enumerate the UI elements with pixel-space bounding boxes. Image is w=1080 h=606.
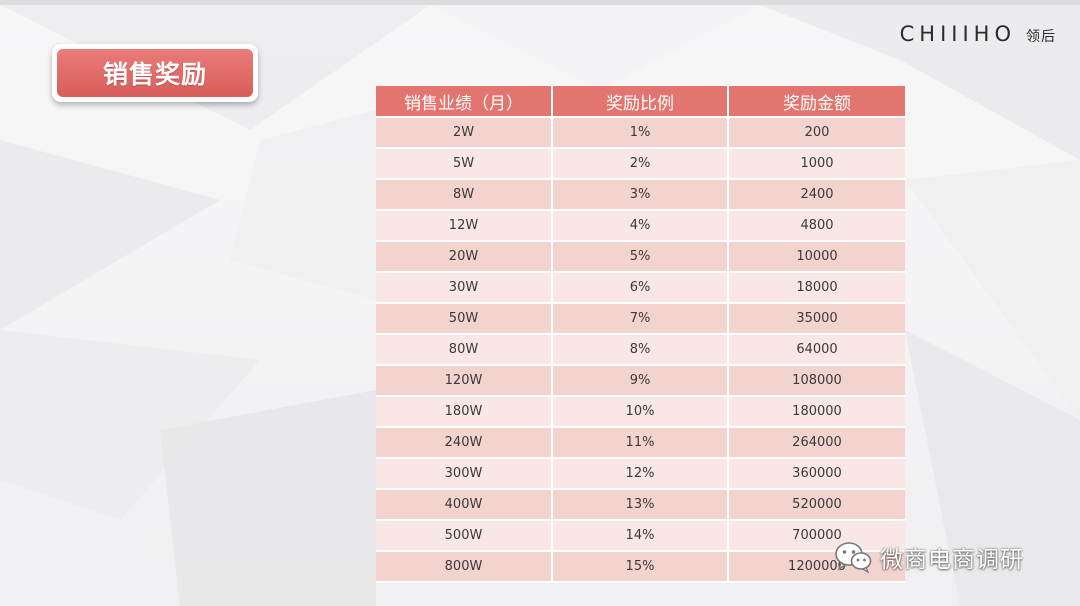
cell-reward-ratio: 4% (552, 210, 729, 242)
cell-reward-amount: 360000 (728, 458, 905, 490)
header-sales-performance: 销售业绩（月） (376, 86, 553, 118)
reward-table-container: 销售业绩（月） 奖励比例 奖励金额 2W 1% 200 5W 2% 1000 8W 3% 240… (376, 86, 905, 583)
cell-sales-performance: 500W (376, 520, 553, 552)
cell-sales-performance: 800W (376, 551, 553, 583)
cell-reward-amount: 264000 (728, 427, 905, 459)
cell-reward-amount: 35000 (728, 303, 905, 335)
cell-reward-ratio: 1% (552, 117, 729, 149)
cell-reward-amount: 2400 (728, 179, 905, 211)
cell-sales-performance: 120W (376, 365, 553, 397)
table-row: 50W 7% 35000 (376, 303, 905, 335)
cell-sales-performance: 50W (376, 303, 553, 335)
cell-reward-amount: 180000 (728, 396, 905, 428)
cell-sales-performance: 8W (376, 179, 553, 211)
cell-reward-amount: 18000 (728, 272, 905, 304)
cell-reward-ratio: 14% (552, 520, 729, 552)
table-row: 30W 6% 18000 (376, 272, 905, 304)
brand-logo: CHIIIHO 领后 (900, 22, 1056, 46)
table-row: 12W 4% 4800 (376, 210, 905, 242)
table-row: 80W 8% 64000 (376, 334, 905, 366)
table-row: 500W 14% 700000 (376, 520, 905, 552)
cell-reward-ratio: 11% (552, 427, 729, 459)
cell-reward-ratio: 13% (552, 489, 729, 521)
cell-reward-ratio: 12% (552, 458, 729, 490)
top-rule (0, 0, 1080, 5)
table-row: 800W 15% 1200000 (376, 551, 905, 583)
cell-reward-amount: 1200000 (728, 551, 905, 583)
cell-reward-amount: 520000 (728, 489, 905, 521)
cell-sales-performance: 12W (376, 210, 553, 242)
cell-reward-ratio: 5% (552, 241, 729, 273)
cell-sales-performance: 80W (376, 334, 553, 366)
cell-reward-ratio: 9% (552, 365, 729, 397)
table-row: 400W 13% 520000 (376, 489, 905, 521)
header-reward-amount: 奖励金额 (728, 86, 905, 118)
cell-sales-performance: 400W (376, 489, 553, 521)
cell-reward-amount: 108000 (728, 365, 905, 397)
cell-reward-ratio: 15% (552, 551, 729, 583)
table-row: 8W 3% 2400 (376, 179, 905, 211)
title-badge: 销售奖励 (52, 44, 258, 102)
cell-reward-ratio: 10% (552, 396, 729, 428)
cell-sales-performance: 180W (376, 396, 553, 428)
table-row: 20W 5% 10000 (376, 241, 905, 273)
cell-reward-amount: 4800 (728, 210, 905, 242)
table-row: 2W 1% 200 (376, 117, 905, 149)
cell-reward-ratio: 7% (552, 303, 729, 335)
cell-reward-amount: 1000 (728, 148, 905, 180)
table-row: 180W 10% 180000 (376, 396, 905, 428)
page-title: 销售奖励 (102, 60, 207, 89)
cell-reward-ratio: 6% (552, 272, 729, 304)
cell-reward-ratio: 2% (552, 148, 729, 180)
cell-reward-ratio: 3% (552, 179, 729, 211)
watermark: 微商电商调研 (834, 540, 1024, 574)
brand-latin-text: CHIIIHO (899, 22, 1016, 46)
cell-reward-amount: 700000 (728, 520, 905, 552)
cell-sales-performance: 2W (376, 117, 553, 149)
cell-sales-performance: 5W (376, 148, 553, 180)
cell-reward-amount: 10000 (728, 241, 905, 273)
table-row: 5W 2% 1000 (376, 148, 905, 180)
title-badge-fill: 销售奖励 (57, 49, 253, 97)
table-body: 2W 1% 200 5W 2% 1000 8W 3% 2400 12W 4% 4800 20W 5% 100… (376, 117, 905, 583)
cell-sales-performance: 30W (376, 272, 553, 304)
watermark-text: 微商电商调研 (880, 547, 1024, 573)
table-header-row: 销售业绩（月） 奖励比例 奖励金额 (376, 86, 905, 118)
cell-sales-performance: 20W (376, 241, 553, 273)
cell-reward-amount: 200 (728, 117, 905, 149)
table-row: 300W 12% 360000 (376, 458, 905, 490)
cell-reward-ratio: 8% (552, 334, 729, 366)
table-row: 240W 11% 264000 (376, 427, 905, 459)
brand-cn-text: 领后 (1026, 29, 1056, 45)
header-reward-ratio: 奖励比例 (552, 86, 729, 118)
cell-reward-amount: 64000 (728, 334, 905, 366)
cell-sales-performance: 300W (376, 458, 553, 490)
wechat-icon (835, 542, 872, 574)
reward-table: 销售业绩（月） 奖励比例 奖励金额 2W 1% 200 5W 2% 1000 8W 3% 240… (376, 86, 905, 583)
cell-sales-performance: 240W (376, 427, 553, 459)
table-row: 120W 9% 108000 (376, 365, 905, 397)
